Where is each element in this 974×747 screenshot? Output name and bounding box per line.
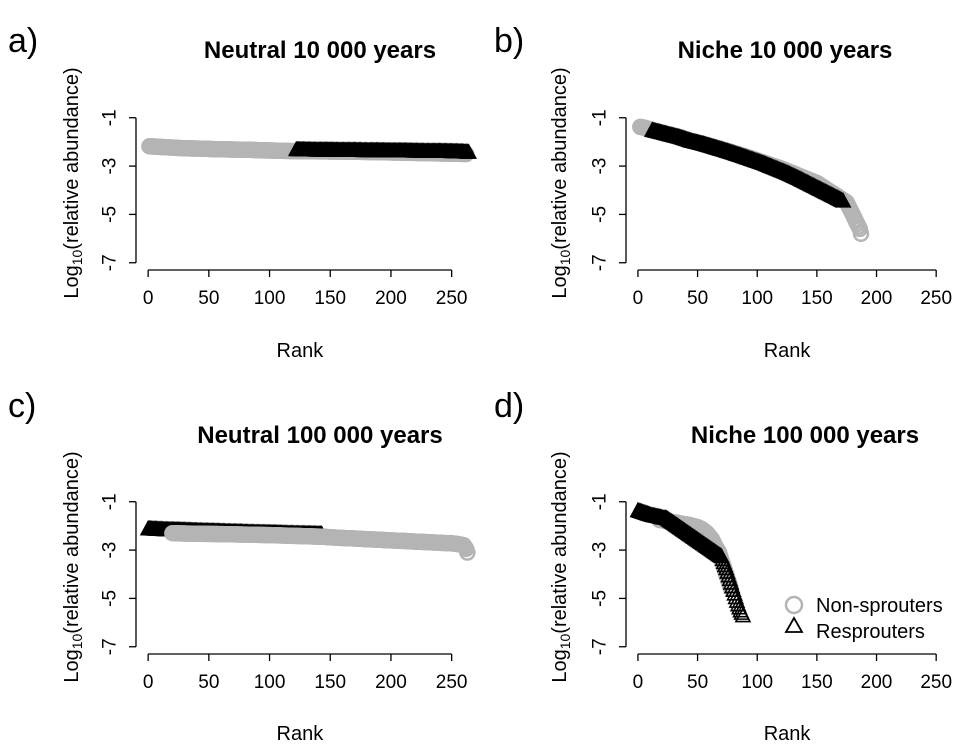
chart-panel-3: c) Neutral 100 000 years -1 -3 -5 -7 0 50 100 150… <box>8 387 476 745</box>
y-tick-label: -7 <box>100 638 121 655</box>
panel-letter: b) <box>494 22 524 60</box>
x-tick-label: 100 <box>254 288 286 309</box>
legend-label-non-sprouters: Non-sprouters <box>816 595 943 617</box>
y-tick-label: -5 <box>100 590 121 607</box>
x-tick-label: 200 <box>861 288 893 309</box>
y-tick-label: -1 <box>100 493 121 510</box>
y-tick-label: -7 <box>100 254 121 271</box>
y-tick-label: -5 <box>590 590 611 607</box>
x-tick-label: 150 <box>314 672 346 693</box>
x-tick-label: 250 <box>436 672 468 693</box>
series-resprouters <box>287 140 477 159</box>
x-tick-label: 200 <box>375 288 407 309</box>
x-tick-label: 250 <box>920 672 952 693</box>
x-tick-label: 50 <box>198 288 219 309</box>
y-axis-label: Log10(relative abundance) <box>549 67 573 298</box>
y-tick-label: -5 <box>100 206 121 223</box>
y-tick-label: -3 <box>100 158 121 175</box>
chart-title: Niche 100 000 years <box>691 422 919 449</box>
panel-letter: c) <box>8 387 36 425</box>
x-axis-label: Rank <box>277 340 325 362</box>
x-tick-label: 150 <box>801 672 833 693</box>
x-tick-label: 150 <box>314 288 346 309</box>
x-tick-label: 250 <box>436 288 468 309</box>
y-tick-label: -1 <box>590 109 611 126</box>
chart-title: Niche 10 000 years <box>678 37 893 64</box>
legend: Non-sprouters Resprouters <box>784 595 943 643</box>
x-tick-label: 100 <box>254 672 286 693</box>
y-tick-label: -3 <box>590 158 611 175</box>
y-tick-label: -5 <box>590 206 611 223</box>
y-tick-label: -3 <box>100 542 121 559</box>
data-point-triangle <box>460 143 477 159</box>
legend-label-resprouters: Resprouters <box>816 621 925 643</box>
data-point-triangle <box>734 606 752 623</box>
data-point-triangle <box>834 192 852 208</box>
x-tick-label: 50 <box>687 288 708 309</box>
x-tick-label: 200 <box>861 672 893 693</box>
data-point-circle <box>459 544 476 561</box>
chart-panel-2: b) Niche 10 000 years -1 -3 -5 -7 0 50 100 150 200… <box>494 22 952 362</box>
y-tick-label: -1 <box>590 493 611 510</box>
x-tick-label: 100 <box>741 288 773 309</box>
legend-circle-marker <box>784 595 804 615</box>
x-tick-label: 250 <box>920 288 952 309</box>
x-tick-label: 50 <box>198 672 219 693</box>
x-tick-label: 0 <box>633 672 644 693</box>
y-axis-label: Log10(relative abundance) <box>61 451 85 682</box>
data-point-circle <box>852 225 870 243</box>
y-axis-label: Log10(relative abundance) <box>549 451 573 682</box>
y-tick-label: -3 <box>590 542 611 559</box>
panel-letter: a) <box>8 22 38 60</box>
x-axis-label: Rank <box>764 723 812 745</box>
x-tick-label: 0 <box>633 288 644 309</box>
panels: a) Neutral 10 000 years -1 -3 -5 -7 0 50 100 150 2… <box>8 22 952 745</box>
y-tick-label: -7 <box>590 638 611 655</box>
chart-panel-1: a) Neutral 10 000 years -1 -3 -5 -7 0 50 100 150 2… <box>8 22 477 362</box>
legend-triangle-marker <box>784 616 804 633</box>
chart-title: Neutral 10 000 years <box>204 37 436 64</box>
series-resprouters <box>643 121 852 208</box>
chart-panel-4: d) Niche 100 000 years -1 -3 -5 -7 0 50 100 150 20… <box>494 387 952 745</box>
x-axis-label: Rank <box>764 340 812 362</box>
x-tick-label: 0 <box>143 672 154 693</box>
y-axis-label: Log10(relative abundance) <box>61 67 85 298</box>
chart-title: Neutral 100 000 years <box>197 422 443 449</box>
series-resprouters <box>629 501 752 623</box>
x-tick-label: 200 <box>375 672 407 693</box>
series-non-sprouters <box>164 524 476 561</box>
y-tick-label: -7 <box>590 254 611 271</box>
x-axis-label: Rank <box>277 723 325 745</box>
x-tick-label: 0 <box>143 288 154 309</box>
x-tick-label: 100 <box>741 672 773 693</box>
panel-letter: d) <box>494 387 524 425</box>
x-tick-label: 150 <box>801 288 833 309</box>
x-tick-label: 50 <box>687 672 708 693</box>
y-tick-label: -1 <box>100 109 121 126</box>
